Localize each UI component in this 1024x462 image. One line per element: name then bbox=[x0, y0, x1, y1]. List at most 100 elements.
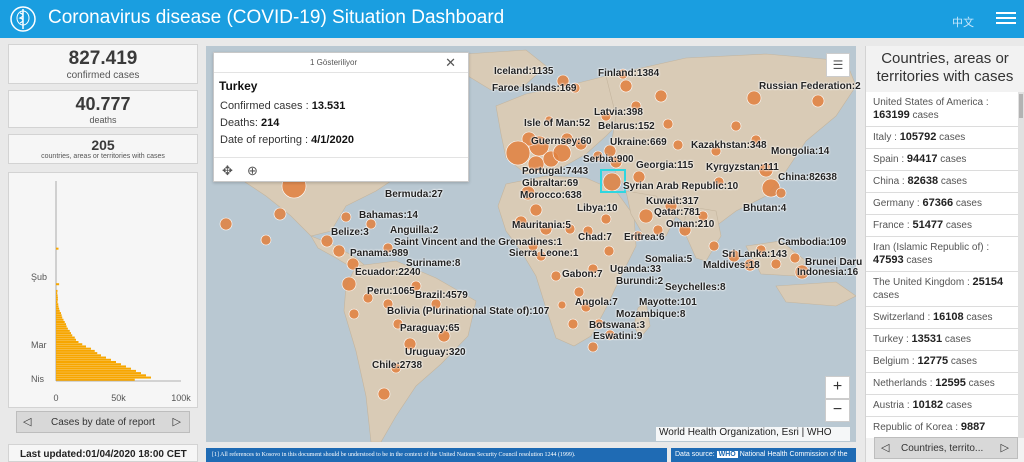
country-list-item[interactable]: Switzerland : 16108 cases bbox=[866, 307, 1018, 329]
case-bubble[interactable] bbox=[320, 234, 334, 248]
country-list-item[interactable]: France : 51477 cases bbox=[866, 215, 1018, 237]
chart-bar[interactable] bbox=[56, 367, 131, 370]
triangle-left-icon[interactable]: ◁ bbox=[881, 442, 890, 454]
triangle-right-icon[interactable]: ▷ bbox=[1000, 442, 1009, 454]
chart-bar[interactable] bbox=[56, 303, 59, 306]
chart-bar[interactable] bbox=[56, 352, 98, 355]
case-bubble[interactable] bbox=[362, 292, 374, 304]
case-bubble[interactable] bbox=[678, 223, 692, 237]
case-bubble[interactable] bbox=[617, 68, 629, 80]
case-bubble[interactable] bbox=[619, 79, 633, 93]
case-bubble[interactable] bbox=[708, 240, 720, 252]
chart-bar[interactable] bbox=[56, 321, 65, 323]
country-list-item[interactable]: Iran (Islamic Republic of) : 47593 cases bbox=[866, 237, 1018, 272]
country-list-item[interactable]: China : 82638 cases bbox=[866, 171, 1018, 193]
case-bubble[interactable] bbox=[437, 329, 451, 343]
case-bubble[interactable] bbox=[811, 94, 825, 108]
case-bubble[interactable] bbox=[569, 82, 581, 94]
chart-bar[interactable] bbox=[56, 307, 60, 310]
chart-bar[interactable] bbox=[56, 301, 58, 303]
case-bubble[interactable] bbox=[332, 244, 346, 258]
country-list-item[interactable]: Spain : 94417 cases bbox=[866, 149, 1018, 171]
case-bubble[interactable] bbox=[341, 276, 357, 292]
chart-bar[interactable] bbox=[56, 361, 116, 363]
case-bubble[interactable] bbox=[346, 257, 360, 271]
case-bubble[interactable] bbox=[574, 137, 588, 151]
language-link[interactable]: 中文 bbox=[952, 17, 974, 29]
case-bubble[interactable] bbox=[602, 172, 622, 192]
case-bubble[interactable] bbox=[710, 145, 722, 157]
data-source-who[interactable]: WHO bbox=[716, 451, 738, 458]
triangle-right-icon[interactable]: ▷ bbox=[172, 416, 181, 428]
case-bubble[interactable] bbox=[377, 387, 391, 401]
chart-bar[interactable] bbox=[56, 336, 75, 339]
chart-bar[interactable] bbox=[56, 334, 73, 337]
case-bubble[interactable] bbox=[746, 90, 762, 106]
case-bubble[interactable] bbox=[730, 120, 742, 132]
case-bubble[interactable] bbox=[600, 110, 612, 122]
chart-bar[interactable] bbox=[56, 329, 70, 332]
case-bubble[interactable] bbox=[582, 225, 594, 237]
case-bubble[interactable] bbox=[544, 115, 554, 125]
case-bubble[interactable] bbox=[390, 362, 402, 374]
case-bubble[interactable] bbox=[580, 301, 592, 313]
case-bubble[interactable] bbox=[527, 240, 539, 252]
chart-bar[interactable] bbox=[56, 314, 62, 317]
chart-bar[interactable] bbox=[56, 309, 60, 312]
zoom-in-button[interactable]: + bbox=[825, 376, 850, 399]
chart-bar[interactable] bbox=[56, 363, 121, 366]
case-bubble[interactable] bbox=[557, 300, 567, 310]
case-bubble[interactable] bbox=[593, 318, 605, 330]
case-bubble[interactable] bbox=[556, 74, 570, 88]
countries-list[interactable]: United States of America : 163199 cases I… bbox=[866, 92, 1018, 438]
case-bubble[interactable] bbox=[567, 318, 579, 330]
case-bubble[interactable] bbox=[713, 176, 725, 188]
country-list-item[interactable]: Germany : 67366 cases bbox=[866, 193, 1018, 215]
case-bubble[interactable] bbox=[348, 308, 360, 320]
chart-bar[interactable] bbox=[56, 356, 106, 359]
case-bubble[interactable] bbox=[770, 258, 782, 270]
chart-bar[interactable] bbox=[56, 378, 135, 381]
case-bubble[interactable] bbox=[365, 218, 377, 230]
chart-bar[interactable] bbox=[56, 338, 76, 341]
case-bubble[interactable] bbox=[727, 249, 741, 263]
case-bubble[interactable] bbox=[592, 150, 604, 162]
chart-bar[interactable] bbox=[56, 372, 141, 375]
country-list-item[interactable]: Belgium : 12775 cases bbox=[866, 351, 1018, 373]
case-bubble[interactable] bbox=[587, 341, 599, 353]
case-bubble[interactable] bbox=[535, 250, 547, 262]
chart-bar[interactable] bbox=[56, 343, 83, 346]
country-list-item[interactable]: The United Kingdom : 25154 cases bbox=[866, 272, 1018, 307]
case-bubble[interactable] bbox=[550, 270, 562, 282]
chart-bar[interactable] bbox=[56, 345, 86, 348]
case-bubble[interactable] bbox=[520, 185, 536, 201]
chart-bar[interactable] bbox=[56, 354, 101, 357]
chart-bar[interactable] bbox=[56, 327, 68, 330]
chart-bar[interactable] bbox=[56, 316, 63, 319]
hamburger-menu-icon[interactable] bbox=[996, 9, 1016, 27]
case-bubble[interactable] bbox=[654, 89, 668, 103]
country-list-item[interactable]: United States of America : 163199 cases bbox=[866, 92, 1018, 127]
countries-scrollbar-thumb[interactable] bbox=[1019, 94, 1023, 118]
chart-bar[interactable] bbox=[56, 312, 61, 315]
chart-bar[interactable] bbox=[56, 341, 79, 343]
case-bubble[interactable] bbox=[539, 222, 553, 236]
case-bubble[interactable] bbox=[552, 143, 572, 163]
country-list-item[interactable]: Netherlands : 12595 cases bbox=[866, 373, 1018, 395]
chart-bar[interactable] bbox=[56, 283, 60, 286]
case-bubble[interactable] bbox=[603, 144, 617, 158]
case-bubble[interactable] bbox=[775, 187, 787, 199]
triangle-left-icon[interactable]: ◁ bbox=[23, 416, 32, 428]
case-bubble[interactable] bbox=[392, 318, 404, 330]
case-bubble[interactable] bbox=[260, 234, 272, 246]
case-bubble[interactable] bbox=[514, 215, 528, 229]
case-bubble[interactable] bbox=[573, 286, 585, 298]
chart-bar[interactable] bbox=[56, 323, 66, 326]
case-bubble[interactable] bbox=[750, 134, 762, 146]
close-icon[interactable]: ✕ bbox=[445, 55, 456, 70]
case-bubble[interactable] bbox=[632, 230, 644, 242]
case-bubble[interactable] bbox=[600, 213, 612, 225]
country-list-item[interactable]: Austria : 10182 cases bbox=[866, 395, 1018, 417]
case-bubble[interactable] bbox=[410, 280, 422, 292]
zoom-to-icon[interactable]: ⊕ bbox=[247, 163, 258, 178]
